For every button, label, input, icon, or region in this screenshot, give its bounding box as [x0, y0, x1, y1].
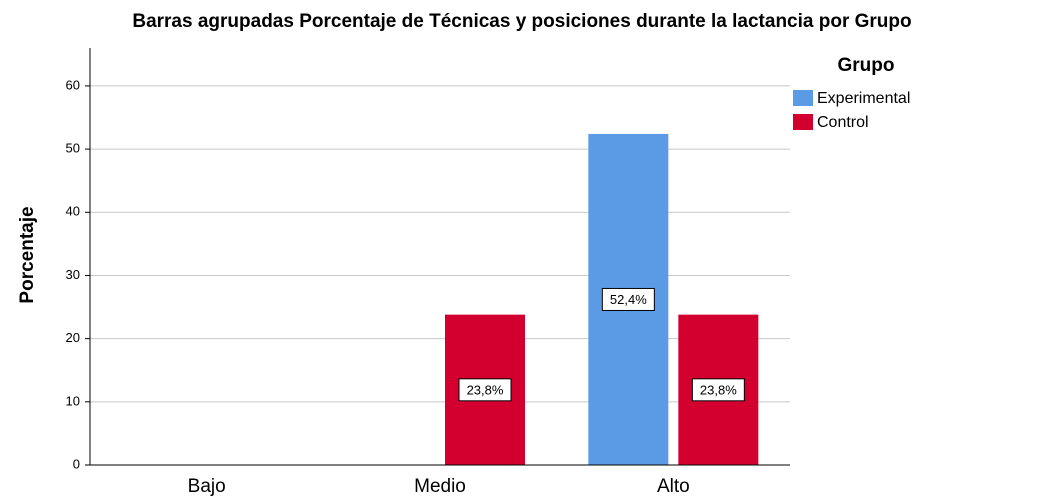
y-tick-label: 10 — [66, 393, 80, 408]
y-axis-label: Porcentaje — [17, 206, 38, 303]
x-tick-label: Alto — [657, 476, 690, 497]
value-label-box — [691, 378, 745, 402]
legend-swatch — [793, 114, 813, 130]
y-tick-label: 40 — [66, 204, 80, 219]
y-tick-label: 60 — [66, 77, 80, 92]
y-tick-label: 0 — [73, 456, 80, 471]
value-label-box — [458, 378, 512, 402]
y-tick-label: 20 — [66, 330, 80, 345]
chart-title: Barras agrupadas Porcentaje de Técnicas … — [132, 11, 911, 32]
value-label: 23,8% — [700, 382, 737, 397]
x-tick-label: Medio — [414, 476, 466, 497]
value-label: 23,8% — [467, 382, 504, 397]
legend-label: Experimental — [817, 90, 910, 107]
legend-title: Grupo — [838, 55, 895, 76]
y-tick-label: 50 — [66, 141, 80, 156]
value-label-box — [601, 287, 655, 311]
y-tick-label: 30 — [66, 267, 80, 282]
legend-label: Control — [817, 114, 869, 131]
x-tick-label: Bajo — [188, 476, 226, 497]
value-label: 52,4% — [610, 292, 647, 307]
legend-swatch — [793, 90, 813, 106]
